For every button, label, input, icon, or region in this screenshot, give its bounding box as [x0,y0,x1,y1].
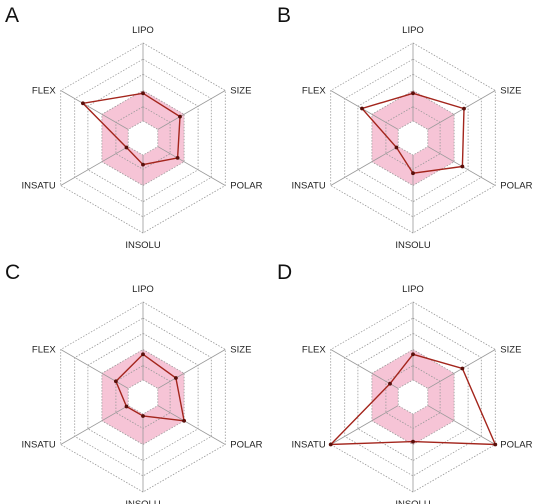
data-point-lipo [141,352,145,357]
axis-label-insolu: INSOLU [395,240,431,251]
data-point-size [174,376,178,380]
panel-letter: B [277,4,291,27]
data-point-insolu [141,162,145,167]
data-point-insatu [394,145,399,150]
spoke-flex [60,90,129,130]
axis-label-insolu: INSOLU [125,499,161,504]
axis-label-insatu: INSATU [292,181,326,192]
data-point-insolu [411,439,415,444]
data-point-polar [493,442,498,447]
spoke-insatu [330,405,399,445]
axis-label-insatu: INSATU [22,181,56,192]
axis-label-insatu: INSATU [292,440,326,451]
axis-label-polar: POLAR [500,440,532,451]
radar-panel-b: LIPO SIZE POLAR INSOLU INSATU FLEX B [277,4,533,251]
optimal-zone [101,90,185,186]
optimal-zone [371,349,455,445]
axis-label-flex: FLEX [32,86,56,97]
radar-panel-a: LIPO SIZE POLAR INSOLU INSATU FLEX A [5,4,263,251]
data-point-lipo [141,91,145,96]
spoke-polar [157,146,226,186]
spoke-polar [427,405,496,445]
data-point-polar [175,156,180,160]
spoke-insatu [60,405,129,445]
data-point-flex [360,106,364,111]
optimal-zone [101,349,185,445]
spoke-size [427,90,496,130]
data-point-size [462,106,466,111]
data-point-size [460,366,465,371]
spoke-insatu [60,146,129,186]
radar-panel-d: LIPO SIZE POLAR INSOLU INSATU FLEX D [277,261,533,504]
spoke-polar [157,405,226,445]
axis-label-insatu: INSATU [22,440,56,451]
data-point-flex [81,101,85,106]
axis-label-lipo: LIPO [402,284,424,295]
axis-label-lipo: LIPO [132,284,154,295]
axis-label-flex: FLEX [302,86,326,97]
axis-label-lipo: LIPO [402,25,424,36]
axis-label-lipo: LIPO [132,25,154,36]
optimal-zone [371,90,455,186]
data-point-insatu [124,404,129,409]
axis-label-size: SIZE [500,345,521,356]
spoke-size [157,90,226,130]
data-point-lipo [411,91,415,96]
radar-panel-c: LIPO SIZE POLAR INSOLU INSATU FLEX C [5,261,263,504]
spoke-flex [330,349,399,389]
axis-label-insolu: INSOLU [125,240,161,251]
panel-letter: A [5,4,19,27]
axis-label-polar: POLAR [230,181,262,192]
axis-label-polar: POLAR [230,440,262,451]
axis-label-size: SIZE [230,345,251,356]
data-point-insatu [328,442,333,447]
axis-label-polar: POLAR [500,181,532,192]
axis-label-size: SIZE [230,86,251,97]
data-point-insolu [411,171,415,176]
data-point-insolu [141,414,145,418]
data-point-flex [114,379,118,384]
panel-letter: C [5,261,20,284]
data-point-polar [460,164,465,169]
data-point-lipo [411,352,415,357]
spoke-insatu [330,146,399,186]
data-point-flex [388,381,392,386]
spoke-flex [330,90,399,130]
axis-label-size: SIZE [500,86,521,97]
spoke-size [157,349,226,389]
axis-label-flex: FLEX [32,345,56,356]
data-point-insatu [124,145,129,150]
data-point-size [178,114,182,119]
data-point-polar [182,418,187,423]
axis-label-flex: FLEX [302,345,326,356]
panel-letter: D [277,261,292,284]
axis-label-insolu: INSOLU [395,499,431,504]
